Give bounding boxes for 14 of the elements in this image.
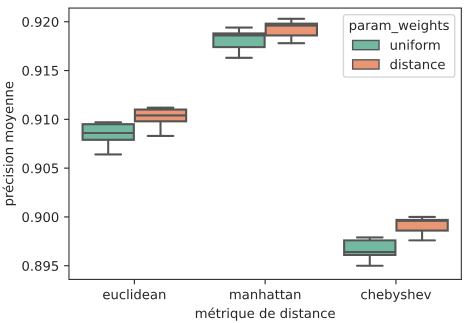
y-tick-label: 0.895 xyxy=(22,260,58,271)
y-axis-title: précision moyenne xyxy=(2,82,16,206)
x-tick-label: euclidean xyxy=(103,289,166,300)
legend-title: param_weights xyxy=(350,20,449,34)
y-tick-label: 0.920 xyxy=(22,16,58,27)
x-tick-label: chebyshev xyxy=(361,289,432,302)
y-tick-label: 0.910 xyxy=(22,114,58,125)
legend-label: uniform xyxy=(390,40,440,50)
x-tick-label: manhattan xyxy=(230,289,300,300)
y-tick-label: 0.905 xyxy=(22,163,58,174)
legend-label: distance xyxy=(390,59,445,70)
x-axis-title: métrique de distance xyxy=(196,307,335,321)
y-tick-label: 0.915 xyxy=(22,66,58,76)
y-tick-label: 0.900 xyxy=(22,212,58,222)
